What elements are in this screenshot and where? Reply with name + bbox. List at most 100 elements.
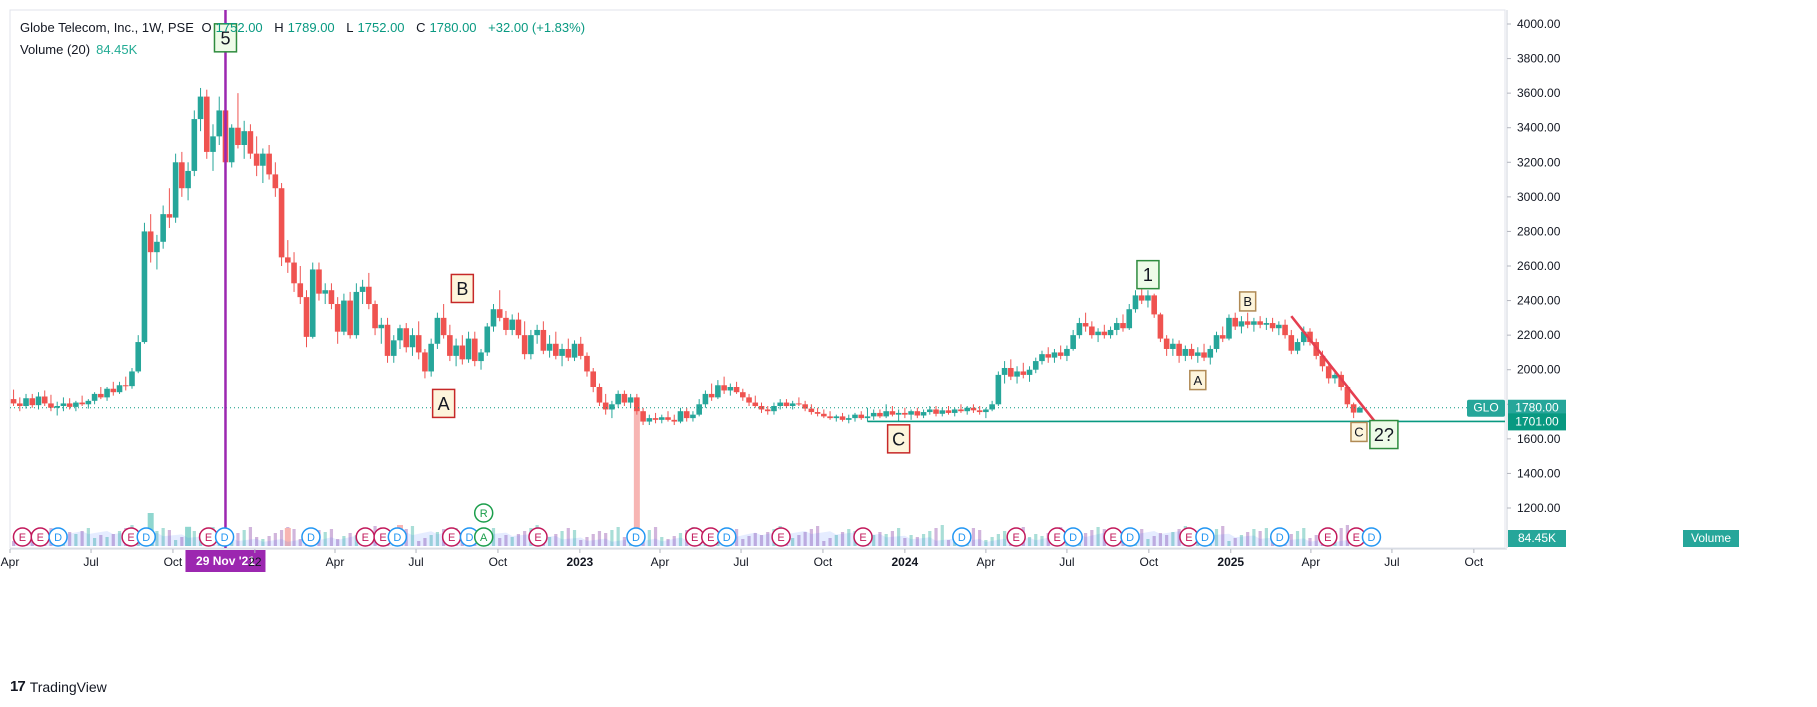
candle[interactable]: [260, 148, 266, 184]
candle[interactable]: [945, 406, 952, 415]
wave-label[interactable]: B: [1238, 291, 1257, 312]
candle[interactable]: [129, 367, 135, 389]
candle[interactable]: [528, 329, 534, 360]
candle[interactable]: [1188, 343, 1195, 360]
candle[interactable]: [721, 376, 727, 394]
candle[interactable]: [54, 401, 60, 416]
candle[interactable]: [1057, 345, 1064, 360]
candle[interactable]: [733, 381, 740, 394]
candle[interactable]: [16, 397, 23, 412]
candle[interactable]: [216, 96, 223, 145]
candle[interactable]: [378, 317, 385, 344]
candle[interactable]: [478, 348, 484, 370]
earnings-marker[interactable]: E: [355, 527, 376, 547]
candle[interactable]: [228, 124, 235, 168]
candle[interactable]: [366, 272, 372, 310]
candle[interactable]: [23, 393, 29, 409]
candle[interactable]: [10, 389, 17, 407]
candle[interactable]: [135, 335, 142, 374]
candle[interactable]: [895, 409, 902, 422]
candle[interactable]: [1195, 347, 1201, 363]
candle[interactable]: [1138, 288, 1145, 305]
candle[interactable]: [771, 402, 777, 415]
candle[interactable]: [116, 381, 123, 394]
candle[interactable]: [783, 399, 790, 408]
candle[interactable]: [1020, 362, 1027, 379]
candle[interactable]: [353, 283, 360, 339]
candle[interactable]: [926, 406, 933, 415]
candle[interactable]: [833, 414, 840, 422]
candle[interactable]: [621, 390, 628, 407]
candle[interactable]: [590, 367, 597, 393]
candle[interactable]: [746, 393, 752, 407]
candle[interactable]: [602, 393, 609, 415]
candle[interactable]: [521, 321, 528, 360]
candle[interactable]: [534, 324, 540, 344]
candle[interactable]: [303, 290, 310, 348]
dividend-marker[interactable]: D: [214, 527, 235, 547]
candle[interactable]: [609, 400, 615, 419]
candle[interactable]: [272, 162, 279, 197]
candle[interactable]: [29, 393, 36, 408]
wave-label[interactable]: 1: [1136, 259, 1160, 290]
candle[interactable]: [1226, 314, 1232, 341]
candle[interactable]: [1176, 340, 1182, 363]
candle[interactable]: [976, 406, 983, 415]
candle[interactable]: [1182, 345, 1189, 362]
candle[interactable]: [1113, 317, 1120, 336]
candle[interactable]: [1151, 293, 1157, 318]
candle[interactable]: [191, 110, 198, 177]
candle[interactable]: [839, 412, 846, 422]
earnings-marker[interactable]: E: [441, 527, 462, 547]
candle[interactable]: [983, 407, 989, 419]
candle[interactable]: [1232, 312, 1239, 330]
candle[interactable]: [347, 291, 353, 339]
candle[interactable]: [958, 404, 964, 413]
candle[interactable]: [596, 383, 603, 407]
candle[interactable]: [640, 407, 646, 426]
candle[interactable]: [571, 340, 578, 362]
candle[interactable]: [1201, 343, 1207, 362]
candle[interactable]: [715, 380, 721, 400]
candle[interactable]: [247, 124, 254, 159]
candle[interactable]: [359, 279, 366, 305]
dividend-marker[interactable]: D: [387, 527, 408, 547]
candle[interactable]: [1045, 347, 1052, 363]
candle[interactable]: [440, 304, 447, 339]
dividend-marker[interactable]: D: [301, 527, 321, 547]
candle[interactable]: [577, 336, 584, 360]
candle[interactable]: [459, 335, 466, 365]
candle[interactable]: [98, 387, 104, 400]
candle[interactable]: [1244, 312, 1251, 329]
earnings-marker[interactable]: E: [528, 527, 548, 547]
candle[interactable]: [553, 331, 559, 360]
candle[interactable]: [415, 321, 422, 360]
candle[interactable]: [764, 406, 771, 415]
candle[interactable]: [403, 323, 410, 353]
candle[interactable]: [1219, 326, 1226, 343]
split-marker[interactable]: R: [473, 503, 494, 523]
dividend-marker[interactable]: D: [1269, 527, 1290, 547]
candle[interactable]: [777, 399, 784, 410]
candle[interactable]: [1101, 324, 1108, 339]
candle[interactable]: [752, 395, 759, 408]
candle[interactable]: [60, 397, 67, 412]
dividend-marker[interactable]: D: [48, 527, 68, 547]
candle[interactable]: [821, 409, 827, 419]
candle[interactable]: [1145, 290, 1151, 308]
candle[interactable]: [1213, 331, 1220, 353]
candle[interactable]: [727, 383, 734, 396]
candle[interactable]: [341, 293, 347, 336]
candle[interactable]: [316, 262, 322, 301]
dividend-marker[interactable]: D: [1361, 527, 1382, 547]
candle[interactable]: [1269, 317, 1276, 332]
candle[interactable]: [1032, 357, 1039, 374]
earnings-marker[interactable]: E: [30, 527, 51, 547]
candle[interactable]: [1064, 345, 1070, 362]
wave-label[interactable]: A: [431, 388, 456, 419]
candle[interactable]: [627, 393, 634, 408]
candle[interactable]: [1325, 362, 1332, 384]
candle[interactable]: [1350, 402, 1357, 419]
candle[interactable]: [964, 406, 970, 415]
candle[interactable]: [565, 338, 572, 362]
